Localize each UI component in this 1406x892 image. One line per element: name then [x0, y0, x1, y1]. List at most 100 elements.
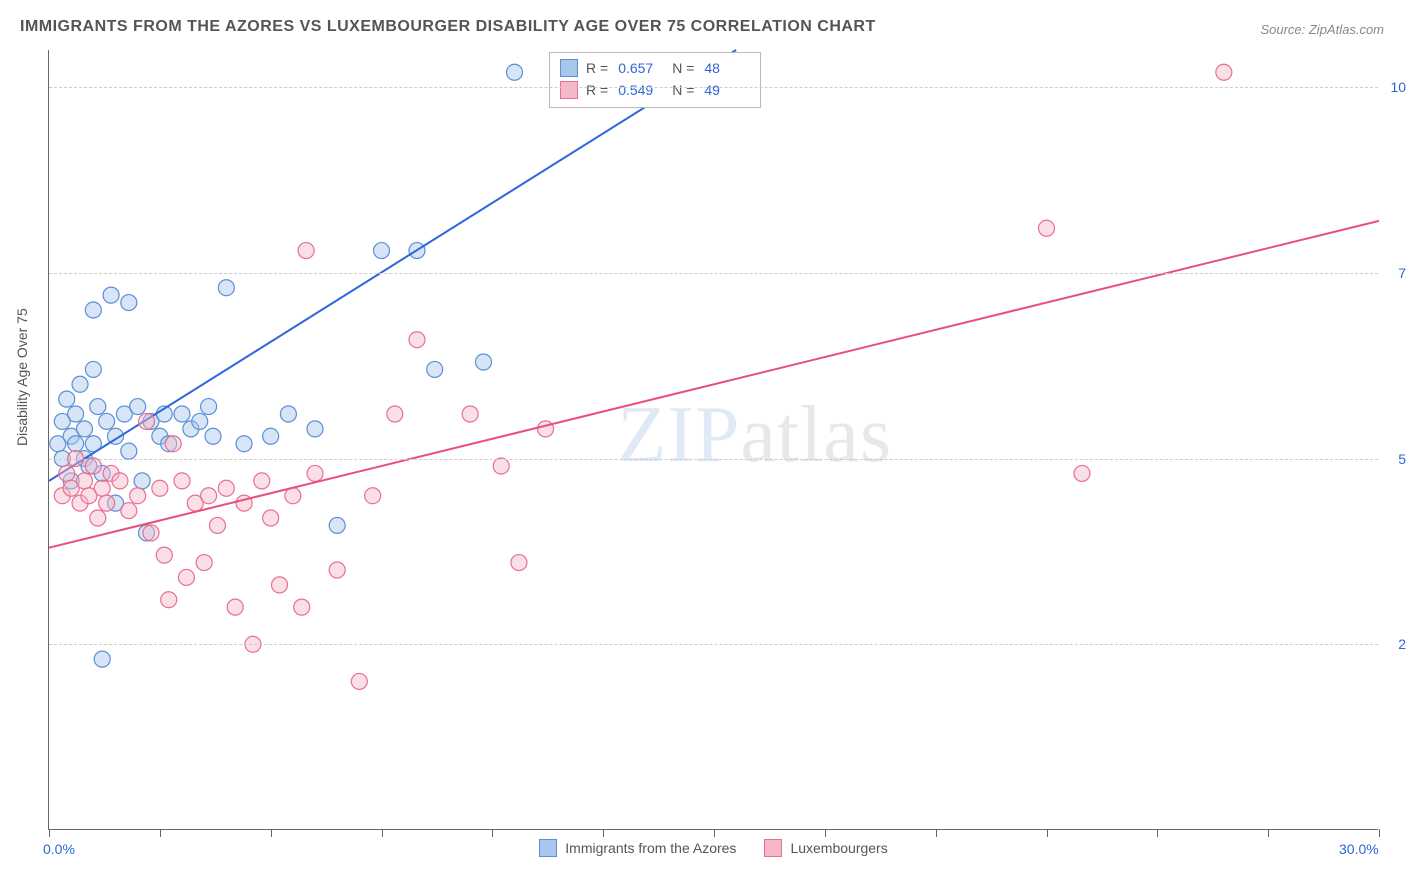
r-value-1: 0.549 [618, 82, 664, 98]
scatter-point [538, 421, 554, 437]
x-axis-label: 30.0% [1339, 841, 1379, 857]
scatter-point [329, 562, 345, 578]
scatter-point [99, 413, 115, 429]
r-label: R = [586, 60, 608, 76]
scatter-point [112, 473, 128, 489]
x-tick [1047, 829, 1048, 837]
scatter-point [272, 577, 288, 593]
scatter-point [409, 332, 425, 348]
scatter-point [85, 302, 101, 318]
stats-row-series-1: R = 0.549 N = 49 [560, 79, 750, 101]
scatter-point [507, 64, 523, 80]
scatter-point [1039, 220, 1055, 236]
gridline [49, 644, 1378, 645]
series-name-0: Immigrants from the Azores [565, 840, 736, 856]
scatter-point [178, 569, 194, 585]
scatter-point [365, 488, 381, 504]
scatter-point [294, 599, 310, 615]
scatter-point [493, 458, 509, 474]
y-axis-label: Disability Age Over 75 [14, 308, 30, 446]
x-tick [160, 829, 161, 837]
scatter-point [511, 555, 527, 571]
swatch-series-1 [560, 81, 578, 99]
scatter-point [121, 295, 137, 311]
scatter-point [68, 406, 84, 422]
source-attribution: Source: ZipAtlas.com [1260, 22, 1384, 37]
scatter-point [76, 421, 92, 437]
chart-title: IMMIGRANTS FROM THE AZORES VS LUXEMBOURG… [20, 18, 876, 36]
scatter-point [1074, 465, 1090, 481]
x-tick [492, 829, 493, 837]
y-tick-label: 25.0% [1398, 636, 1406, 652]
scatter-point [85, 361, 101, 377]
scatter-point [90, 399, 106, 415]
n-label: N = [672, 60, 694, 76]
scatter-point [307, 465, 323, 481]
scatter-point [351, 673, 367, 689]
x-tick [603, 829, 604, 837]
scatter-point [59, 391, 75, 407]
scatter-point [1216, 64, 1232, 80]
plot-area: ZIPatlas R = 0.657 N = 48 R = 0.549 N = … [48, 50, 1378, 830]
scatter-point [427, 361, 443, 377]
scatter-point [174, 406, 190, 422]
scatter-point [59, 465, 75, 481]
scatter-point [475, 354, 491, 370]
scatter-point [139, 413, 155, 429]
scatter-point [209, 517, 225, 533]
scatter-point [329, 517, 345, 533]
n-value-1: 49 [704, 82, 750, 98]
scatter-point [121, 503, 137, 519]
scatter-point [152, 480, 168, 496]
scatter-point [130, 399, 146, 415]
scatter-point [254, 473, 270, 489]
series-name-1: Luxembourgers [790, 840, 887, 856]
x-tick [936, 829, 937, 837]
r-label: R = [586, 82, 608, 98]
y-tick-label: 50.0% [1398, 451, 1406, 467]
scatter-point [462, 406, 478, 422]
scatter-point [103, 287, 119, 303]
scatter-point [76, 473, 92, 489]
bottom-legend: Immigrants from the Azores Luxembourgers [49, 839, 1378, 857]
scatter-point [68, 436, 84, 452]
scatter-point [130, 488, 146, 504]
scatter-point [143, 525, 159, 541]
x-tick [1379, 829, 1380, 837]
stats-row-series-0: R = 0.657 N = 48 [560, 57, 750, 79]
scatter-point [165, 436, 181, 452]
legend-item-1: Luxembourgers [764, 839, 887, 857]
trendline [49, 221, 1379, 548]
scatter-point [263, 510, 279, 526]
stats-legend: R = 0.657 N = 48 R = 0.549 N = 49 [549, 52, 761, 108]
y-tick-label: 75.0% [1398, 265, 1406, 281]
scatter-point [298, 243, 314, 259]
scatter-point [121, 443, 137, 459]
scatter-point [307, 421, 323, 437]
scatter-point [94, 651, 110, 667]
scatter-point [227, 599, 243, 615]
scatter-point [90, 510, 106, 526]
scatter-point [218, 280, 234, 296]
x-tick [271, 829, 272, 837]
x-tick [1268, 829, 1269, 837]
x-axis-label: 0.0% [43, 841, 75, 857]
scatter-point [205, 428, 221, 444]
r-value-0: 0.657 [618, 60, 664, 76]
legend-item-0: Immigrants from the Azores [539, 839, 736, 857]
gridline [49, 87, 1378, 88]
scatter-point [387, 406, 403, 422]
scatter-point [280, 406, 296, 422]
scatter-point [94, 480, 110, 496]
y-tick-label: 100.0% [1391, 79, 1406, 95]
scatter-point [196, 555, 212, 571]
swatch-series-0 [560, 59, 578, 77]
x-tick [1157, 829, 1158, 837]
x-tick [382, 829, 383, 837]
n-value-0: 48 [704, 60, 750, 76]
scatter-point [218, 480, 234, 496]
gridline [49, 459, 1378, 460]
swatch-series-1 [764, 839, 782, 857]
scatter-point [161, 592, 177, 608]
scatter-point [192, 413, 208, 429]
